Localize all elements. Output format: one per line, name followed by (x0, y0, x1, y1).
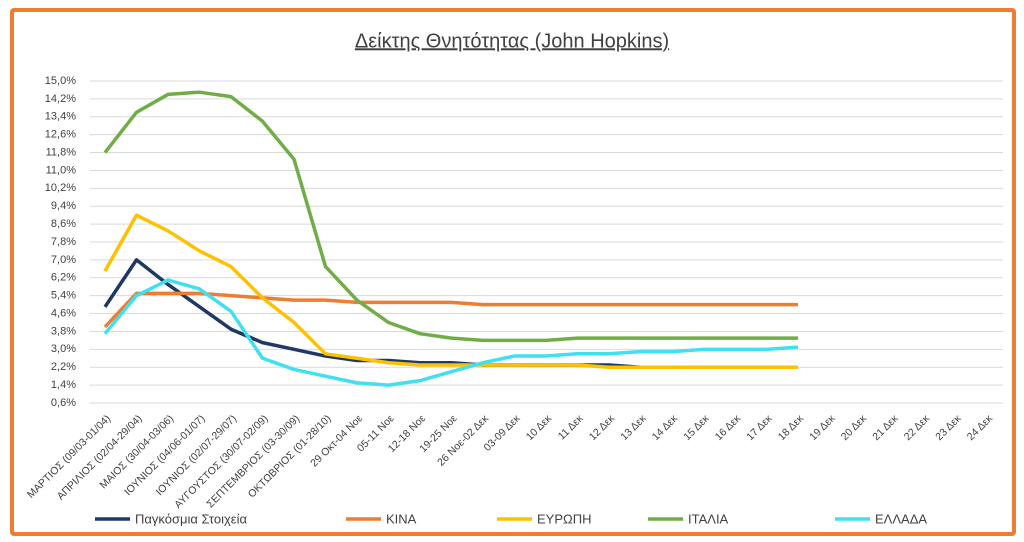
x-tick-label: 22 Δεκ (902, 412, 933, 443)
legend-label: Παγκόσμια Στοιχεία (135, 511, 247, 526)
x-tick-label: 11 Δεκ (556, 412, 586, 442)
y-tick-label: 15,0% (45, 75, 76, 87)
x-tick-label: 13 Δεκ (618, 412, 649, 443)
x-tick-label: 12 Δεκ (587, 412, 618, 443)
y-tick-label: 0,6% (51, 397, 76, 409)
legend-label: ΕΥΡΩΠΗ (537, 511, 592, 526)
x-tick-label: 16 Δεκ (713, 412, 744, 443)
frame (10, 8, 1016, 536)
y-tick-label: 3,8% (51, 325, 76, 337)
y-tick-label: 1,4% (51, 379, 76, 391)
x-tick-label: 15 Δεκ (681, 412, 712, 443)
x-tick-label: 19 Δεκ (807, 412, 838, 443)
x-tick-label: 24 Δεκ (965, 412, 996, 443)
series-line (103, 90, 798, 343)
x-tick-label: 10 Δεκ (524, 412, 555, 443)
y-tick-label: 3,0% (51, 343, 76, 355)
x-tick-label: 14 Δεκ (650, 412, 681, 443)
y-tick-label: 10,2% (45, 182, 76, 194)
series-line (103, 278, 799, 387)
y-tick-label: 2,2% (51, 361, 76, 373)
y-tick-label: 6,2% (51, 272, 76, 284)
y-tick-label: 12,6% (45, 129, 76, 141)
y-tick-label: 14,2% (45, 93, 76, 105)
y-tick-label: 7,0% (51, 254, 76, 266)
y-tick-label: 9,4% (51, 200, 76, 212)
legend-label: ΙΤΑΛΙΑ (688, 511, 729, 526)
x-tick-label: 21 Δεκ (870, 412, 901, 443)
y-tick-label: 7,8% (51, 236, 76, 248)
y-tick-label: 5,4% (51, 290, 76, 302)
y-tick-label: 11,0% (46, 164, 77, 176)
x-tick-label: 18 Δεκ (776, 412, 807, 443)
series-line (103, 213, 798, 369)
y-tick-label: 13,4% (45, 111, 76, 123)
y-tick-label: 11,8% (46, 146, 77, 158)
y-tick-label: 8,6% (51, 218, 76, 230)
x-tick-label: 23 Δεκ (933, 412, 964, 443)
y-tick-label: 4,6% (51, 307, 76, 319)
legend-label: ΕΛΛΑΔΑ (875, 511, 927, 526)
chart-title: Δείκτης Θνητότητας (John Hopkins) (355, 30, 669, 52)
x-tick-label: 20 Δεκ (839, 412, 870, 443)
series-line (103, 291, 798, 329)
legend-label: ΚΙΝΑ (386, 511, 417, 526)
x-tick-label: 17 Δεκ (744, 412, 775, 443)
